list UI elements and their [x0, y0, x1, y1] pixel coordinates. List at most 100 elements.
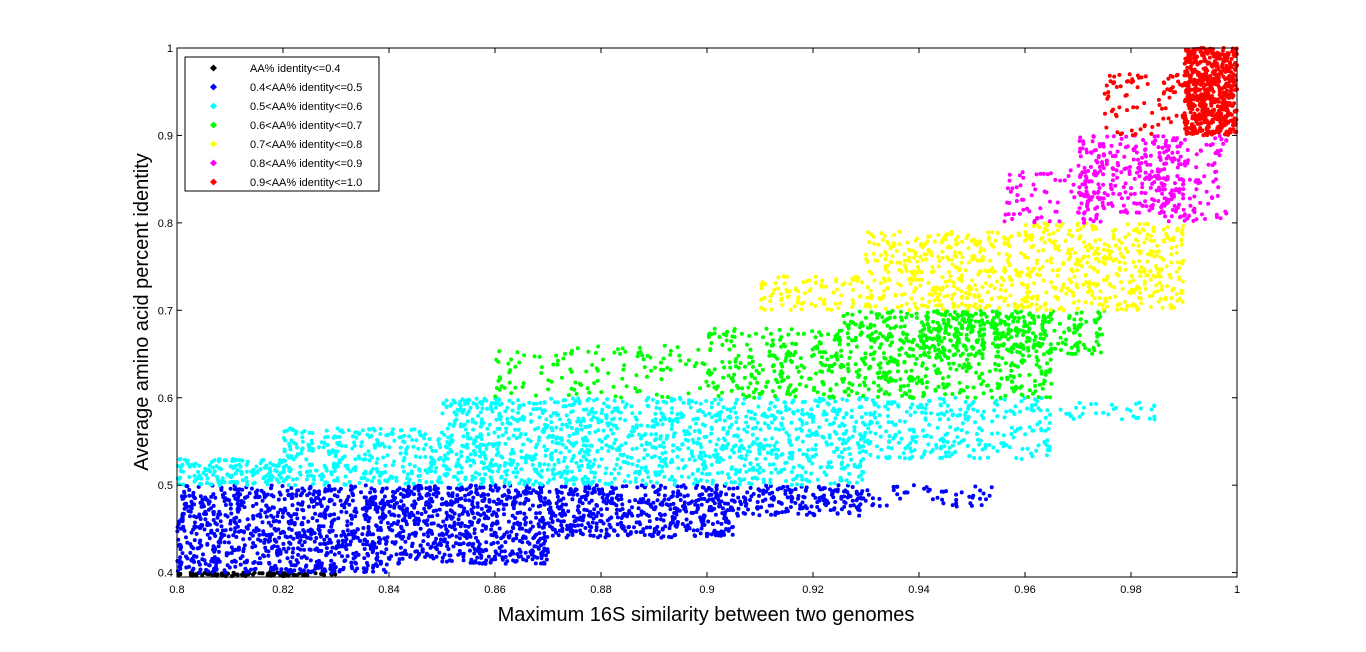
data-point-s1 — [207, 522, 212, 527]
data-point-s2 — [591, 462, 596, 467]
data-point-s1 — [659, 535, 664, 540]
data-point-s2 — [850, 414, 854, 419]
data-point-s2 — [873, 415, 878, 420]
data-point-s2 — [796, 435, 801, 440]
data-point-s1 — [185, 484, 190, 489]
data-point-s1 — [396, 560, 401, 565]
data-point-s1 — [438, 541, 443, 546]
data-point-s2 — [624, 402, 629, 407]
data-point-s1 — [511, 526, 516, 531]
data-point-s1 — [764, 509, 769, 514]
data-point-s2 — [938, 437, 943, 442]
data-point-s2 — [832, 481, 837, 486]
data-point-s1 — [191, 490, 196, 495]
data-point-s1 — [464, 487, 469, 492]
data-point-s3 — [606, 371, 611, 376]
data-point-s2 — [240, 478, 245, 483]
data-point-s2 — [244, 475, 249, 480]
data-point-s1 — [412, 486, 417, 491]
data-point-s2 — [488, 475, 493, 480]
data-point-s1 — [188, 509, 193, 514]
data-point-s2 — [859, 415, 864, 420]
data-point-s1 — [304, 535, 309, 540]
data-point-s1 — [502, 484, 507, 489]
data-point-s2 — [383, 463, 388, 468]
data-point-s1 — [537, 524, 542, 529]
data-point-s2 — [710, 400, 714, 405]
data-point-s2 — [810, 461, 815, 466]
data-point-s2 — [903, 419, 907, 424]
data-point-s1 — [263, 545, 268, 550]
data-point-s3 — [616, 347, 620, 352]
data-point-s2 — [708, 439, 713, 444]
data-point-s1 — [247, 523, 252, 528]
data-point-s2 — [810, 454, 815, 459]
data-point-s2 — [898, 419, 903, 423]
data-point-s2 — [625, 454, 630, 459]
data-point-s2 — [829, 465, 834, 470]
data-point-s2 — [1134, 416, 1139, 421]
data-point-s1 — [417, 492, 422, 497]
data-point-s1 — [530, 524, 535, 529]
data-point-s1 — [194, 531, 199, 536]
data-point-s2 — [842, 423, 847, 428]
data-point-s1 — [425, 522, 430, 527]
data-point-s1 — [481, 498, 486, 503]
data-point-s1 — [447, 493, 452, 498]
data-point-s2 — [868, 430, 873, 435]
data-point-s1 — [467, 498, 472, 503]
data-point-s3 — [539, 365, 544, 370]
data-point-s2 — [192, 479, 197, 484]
data-point-s2 — [800, 411, 805, 416]
data-point-s1 — [682, 500, 687, 505]
data-point-s2 — [417, 429, 422, 434]
data-point-s2 — [771, 462, 776, 467]
data-point-s3 — [918, 353, 923, 358]
data-point-s2 — [752, 440, 757, 445]
data-point-s3 — [1035, 358, 1040, 363]
data-point-s1 — [401, 487, 406, 492]
data-point-s2 — [839, 478, 844, 483]
data-point-s1 — [796, 511, 801, 516]
data-point-s1 — [594, 503, 599, 507]
data-point-s2 — [1047, 448, 1052, 453]
data-point-s2 — [605, 397, 610, 402]
data-point-s1 — [318, 542, 323, 546]
data-point-s1 — [615, 515, 620, 520]
data-point-s2 — [468, 405, 473, 410]
data-point-s2 — [517, 434, 522, 439]
data-point-s1 — [312, 539, 317, 544]
data-point-s2 — [732, 480, 737, 485]
data-point-s2 — [536, 438, 541, 443]
data-point-s1 — [345, 528, 350, 533]
data-point-s2 — [542, 400, 547, 405]
data-point-s3 — [869, 345, 874, 350]
data-point-s1 — [591, 533, 596, 538]
data-point-s1 — [269, 513, 274, 518]
data-point-s2 — [542, 462, 547, 467]
data-point-s3 — [586, 349, 591, 354]
data-point-s2 — [504, 472, 509, 477]
data-point-s2 — [606, 404, 611, 409]
data-point-s1 — [407, 515, 412, 520]
data-point-s2 — [281, 436, 286, 440]
data-point-s2 — [609, 471, 614, 476]
data-point-s2 — [840, 397, 845, 402]
data-point-s2 — [417, 473, 422, 478]
data-point-s0 — [231, 570, 236, 575]
data-point-s1 — [695, 503, 700, 508]
data-point-s1 — [561, 496, 566, 501]
data-point-s1 — [605, 507, 609, 511]
data-point-s2 — [971, 407, 976, 412]
data-point-s2 — [496, 443, 501, 448]
data-point-s1 — [272, 564, 277, 569]
data-point-s2 — [436, 480, 441, 485]
data-point-s1 — [501, 502, 506, 507]
data-point-s2 — [603, 436, 608, 441]
data-point-s2 — [697, 430, 702, 435]
data-point-s3 — [811, 388, 816, 392]
data-point-s2 — [446, 451, 451, 456]
data-point-s1 — [311, 504, 316, 509]
data-point-s3 — [507, 380, 512, 385]
data-point-s1 — [713, 533, 718, 538]
